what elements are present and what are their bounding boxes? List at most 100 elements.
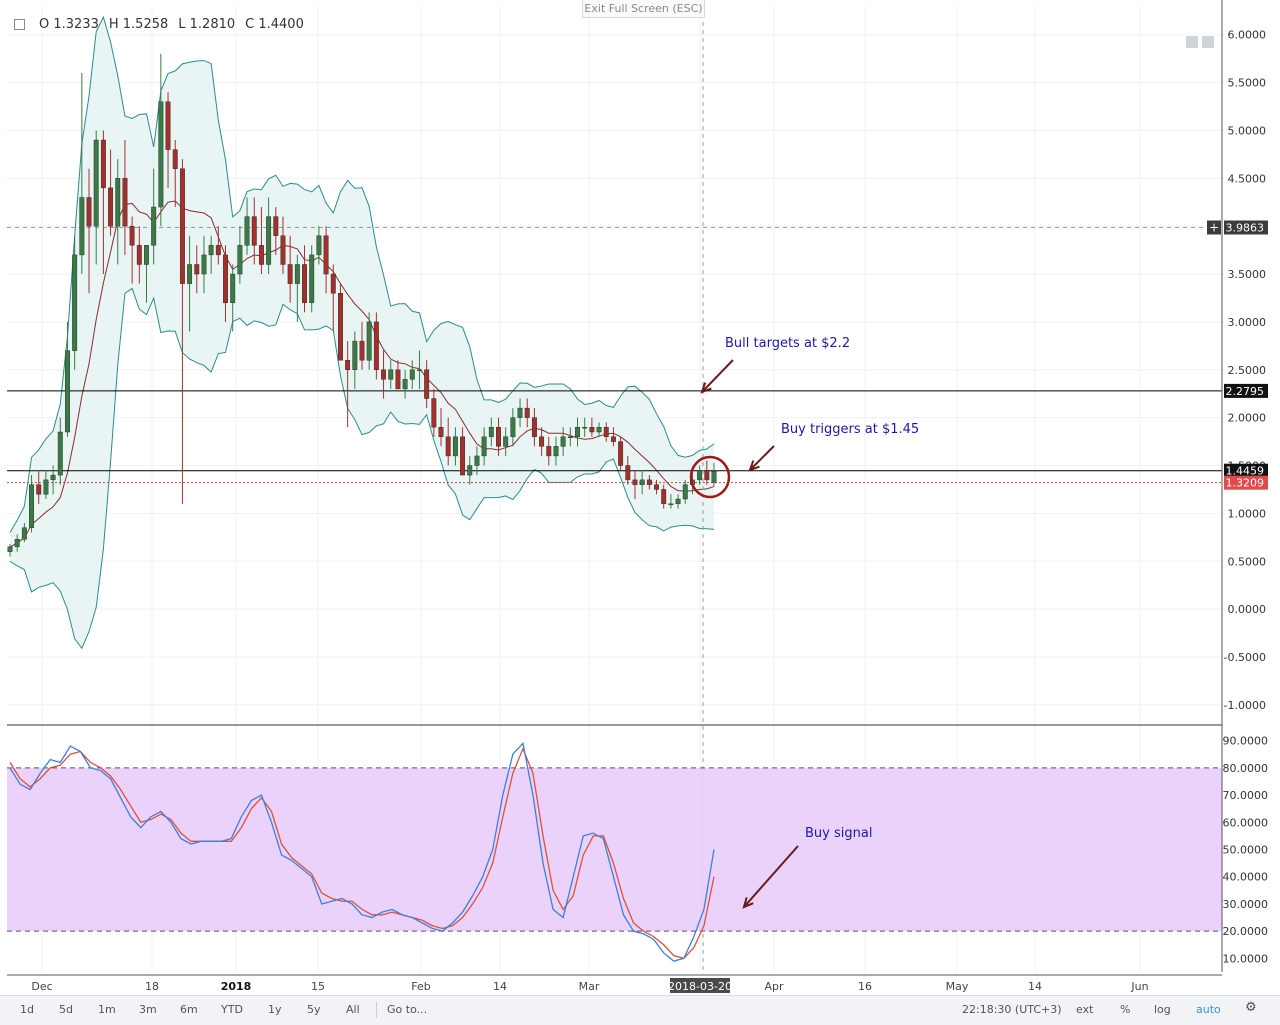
range-all[interactable]: All [346, 1003, 360, 1016]
time-tick-label: 14 [493, 980, 507, 993]
ext-toggle[interactable]: ext [1076, 1003, 1094, 1016]
candle-body [151, 206, 157, 246]
auto-toggle[interactable]: auto [1196, 1003, 1221, 1016]
candle-body [409, 369, 415, 380]
candle [373, 312, 379, 380]
candle-body [704, 470, 710, 481]
candle-body [582, 427, 588, 429]
candle-body [417, 369, 422, 371]
range-3m[interactable]: 3m [139, 1003, 157, 1016]
time-tick-label: Dec [31, 980, 52, 993]
range-1d[interactable]: 1d [20, 1003, 34, 1016]
candle [366, 312, 372, 370]
candle-body [108, 187, 114, 227]
candle [14, 534, 20, 552]
price-tick-label: 0.0000 [1228, 603, 1267, 616]
candle [496, 417, 501, 456]
toolbar-divider [376, 1002, 377, 1018]
candle-body [179, 168, 185, 284]
candle [208, 235, 214, 275]
range-5y[interactable]: 5y [307, 1003, 321, 1016]
candle [618, 436, 624, 471]
candle-body [172, 149, 178, 169]
collapse-legend-icon[interactable] [14, 19, 25, 30]
goto-button[interactable]: Go to... [387, 1003, 428, 1016]
candle [179, 159, 185, 504]
candle-body [646, 479, 652, 485]
gear-icon[interactable]: ⚙ [1245, 1000, 1257, 1015]
candle [215, 226, 221, 265]
price-tick-label: 3.0000 [1228, 316, 1267, 329]
time-tick-label: May [946, 980, 969, 993]
plus-icon: + [1209, 220, 1219, 234]
exit-fullscreen-button[interactable]: Exit Full Screen (ESC) [582, 0, 705, 18]
annotation-buy-signal: Buy signal [805, 826, 872, 841]
candle-body [697, 470, 703, 481]
ohlc-high: H 1.5258 [108, 17, 169, 32]
candle [65, 321, 70, 437]
candle [704, 460, 710, 485]
candle [711, 463, 717, 487]
candle-body [675, 498, 681, 505]
candle [144, 245, 149, 303]
time-tick-label: 15 [311, 980, 325, 993]
candle-body [294, 264, 300, 284]
candle [452, 427, 458, 466]
price-tick-label: 2.5000 [1228, 364, 1267, 377]
chart-canvas[interactable]: 6.00005.50005.00004.50004.00003.50003.00… [0, 0, 1280, 995]
percent-toggle[interactable]: % [1120, 1003, 1131, 1016]
clock-timezone[interactable]: 22:18:30 (UTC+3) [962, 1003, 1062, 1016]
range-ytd[interactable]: YTD [221, 1003, 243, 1016]
candle [632, 470, 638, 500]
arrow-bull-targets [700, 359, 734, 394]
range-5d[interactable]: 5d [59, 1003, 73, 1016]
candle-body [7, 546, 13, 552]
candle-body [352, 340, 358, 370]
candle [36, 470, 42, 504]
time-tick-label: Feb [411, 980, 430, 993]
candle-body [29, 484, 35, 528]
crosshair-date-label: 2018-03-20 [668, 980, 732, 993]
candle [302, 245, 307, 313]
candle [431, 388, 437, 437]
candle-body [36, 484, 42, 495]
candle-body [596, 427, 602, 433]
candle-body [187, 264, 193, 284]
candle-body [546, 446, 552, 457]
candle [409, 360, 415, 389]
price-tick-label: -1.0000 [1224, 699, 1266, 712]
price-tick-label: 0.5000 [1228, 555, 1267, 568]
bottom-toolbar: 1d 5d 1m 3m 6m YTD 1y 5y All Go to... 22… [0, 995, 1280, 1025]
log-toggle[interactable]: log [1154, 1003, 1171, 1016]
candle-body [632, 479, 638, 485]
ohlc-low: L 1.2810 [178, 17, 236, 32]
candle [122, 140, 128, 255]
candle-body [373, 321, 379, 370]
candle-body [711, 471, 717, 483]
candle [194, 245, 200, 294]
candle-body [603, 427, 609, 437]
candle [136, 226, 142, 284]
candle [661, 484, 667, 509]
candle-body [194, 264, 200, 275]
candle [93, 130, 99, 265]
range-1m[interactable]: 1m [98, 1003, 116, 1016]
range-1y[interactable]: 1y [268, 1003, 282, 1016]
candle [187, 235, 193, 332]
candle [625, 455, 631, 485]
candle [50, 465, 56, 495]
range-6m[interactable]: 6m [180, 1003, 198, 1016]
candle-body [467, 465, 473, 476]
bollinger-lower-line [9, 287, 715, 650]
candle-body [144, 245, 149, 265]
candle-body [445, 436, 451, 457]
candle [445, 417, 451, 466]
candle [316, 226, 322, 265]
price-tick-label: 1.0000 [1228, 507, 1267, 520]
price-label-box [1224, 463, 1268, 478]
arrow-head [700, 382, 712, 394]
candle [266, 197, 272, 275]
arrow-buy-triggers [748, 445, 775, 472]
candle [589, 417, 595, 437]
candle [567, 427, 573, 447]
